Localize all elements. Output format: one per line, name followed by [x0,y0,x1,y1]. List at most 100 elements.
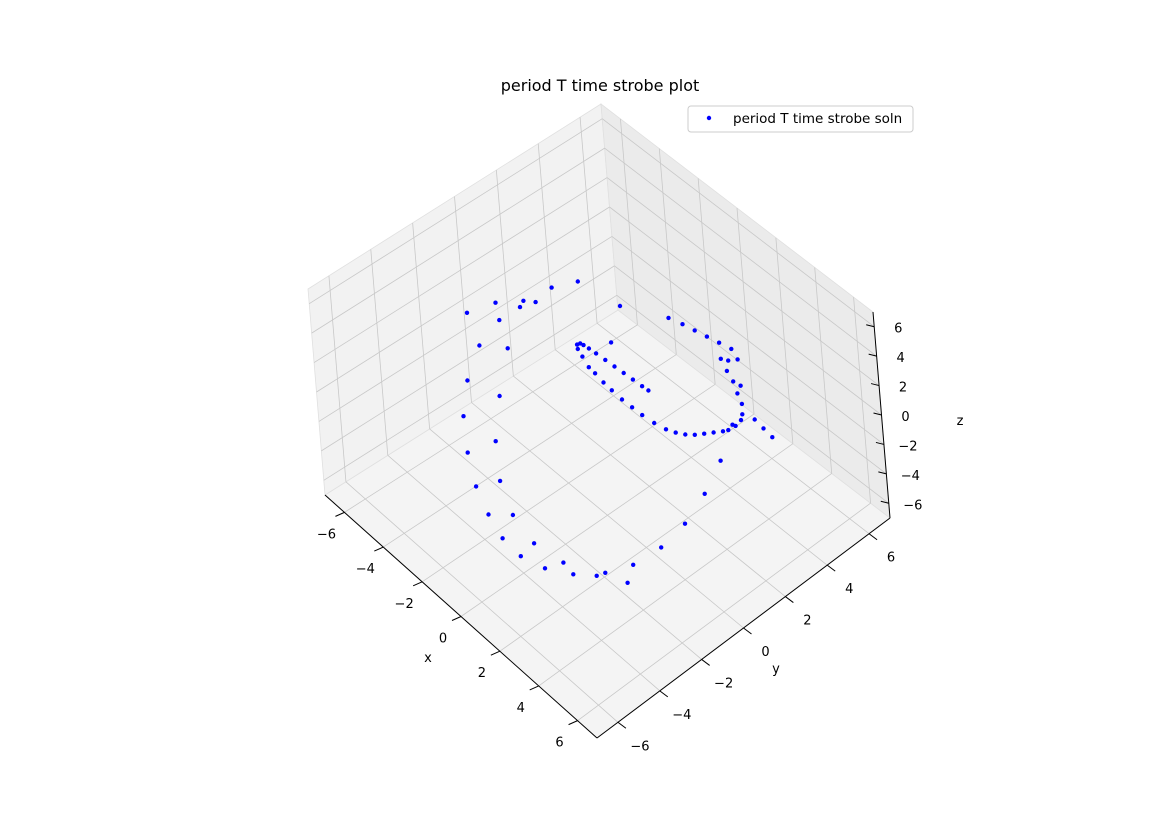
x-tick [412,581,423,587]
strobe-point [731,379,736,384]
strobe-point [497,478,503,484]
strobe-point [517,304,523,310]
strobe-point [729,346,734,352]
y-tick [617,721,627,729]
legend-entry-label: period T time strobe soln [733,111,902,127]
strobe-point [621,370,626,376]
left-grid-z [311,147,605,334]
strobe-point [770,435,775,440]
floor-grid-y [345,481,619,723]
strobe-point [505,346,510,351]
strobe-point [711,430,716,435]
strobe-point [603,570,608,575]
x-tick-label: −6 [317,527,336,542]
z-tick-label: 2 [899,381,907,396]
back-grid-z [616,294,890,504]
y-axis-label: y [772,662,780,677]
strobe-point [561,560,566,565]
strobe-point [580,354,585,359]
strobe-point [735,391,740,396]
strobe-point [625,580,630,585]
strobe-point [720,429,726,434]
floor-grid-y [471,402,744,629]
tick-marks [335,324,889,729]
y-tick-label: 4 [845,582,853,597]
legend-box [687,105,914,133]
y-tick-label: 6 [887,551,895,566]
chart-title: period T time strobe plot [501,76,700,95]
strobe-point [493,300,498,305]
strobe-point [716,340,722,345]
strobe-point [575,346,580,352]
strobe-point [518,554,523,559]
z-tick-label: −2 [898,439,917,454]
strobe-point [702,431,707,436]
back-grid-z [604,147,877,357]
left-grid-z [318,236,613,422]
x-tick [490,650,501,656]
z-tick [866,324,875,328]
strobe-point [477,343,482,348]
z-tick-label: 6 [894,322,902,337]
strobe-point [465,450,470,455]
gridlines [309,117,890,723]
strobe-point [730,422,735,427]
strobe-point [692,432,697,437]
strobe-point [542,566,548,571]
strobe-point [601,380,606,385]
strobe-point [659,545,664,550]
y-tick-label: 0 [761,645,769,660]
strobe-point [586,346,592,351]
x-axis-label: x [424,651,432,666]
strobe-point [465,378,470,383]
strobe-point [617,303,623,309]
back-grid-z [606,177,880,386]
strobe-point [702,491,707,496]
strobe-point [761,426,766,431]
x-tick [335,511,345,517]
strobe-point [594,573,599,578]
strobe-point [571,572,576,577]
strobe-point [692,328,697,333]
y-tick [659,690,669,698]
strobe-point [533,299,538,305]
strobe-point [493,439,498,444]
strobe-point [752,417,757,422]
strobe-point [586,365,591,370]
x-tick [529,685,539,691]
left-grid-z [323,294,617,481]
z-tick [873,412,882,416]
strobe-point [663,427,669,432]
x-tick-label: −2 [395,597,414,612]
z-tick [870,383,880,387]
strobe-point [718,458,723,463]
strobe-point [575,279,580,284]
strobe-point [464,310,470,315]
strobe-point [682,521,688,526]
strobe-point [486,512,491,517]
y-tick [743,627,752,635]
strobe-point [718,356,723,361]
y-tick-label: −6 [630,739,649,754]
strobe-point [500,536,505,541]
y-tick-label: −4 [672,708,691,723]
strobe-point [521,298,526,303]
z-tick-label: 0 [901,410,909,425]
z-tick-label: −6 [903,498,922,513]
strobe-point [609,388,614,393]
strobe-point [739,401,745,407]
strobe-point [574,342,580,347]
floor-grid-y [596,322,870,535]
legend-marker [706,115,712,121]
y-tick [826,564,836,572]
strobe-point [639,384,645,389]
strobe-point [619,397,625,402]
strobe-point [531,541,537,546]
strobe-point [497,393,502,399]
strobe-point [738,383,743,388]
x-tick-label: 6 [555,736,563,751]
strobe-point [673,430,678,435]
x-tick [374,546,384,552]
strobe-point [740,412,745,417]
